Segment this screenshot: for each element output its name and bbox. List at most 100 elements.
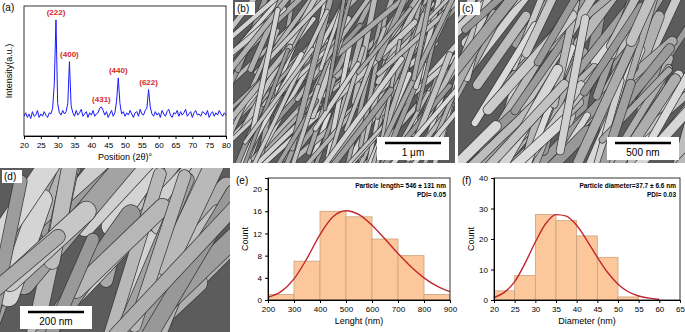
rod [475, 84, 564, 163]
x-tick-mark [535, 300, 536, 303]
x-tick-label: 45 [593, 305, 602, 314]
histogram-bar [294, 261, 320, 300]
plot-marks [494, 215, 659, 300]
x-tick: 65 [172, 136, 181, 150]
y-tick-label: 0 [484, 296, 489, 305]
x-tick: 70 [188, 136, 197, 150]
x-tick-label: 500 [340, 305, 354, 314]
rod-shadow [414, 0, 433, 79]
chart-panel: 20253035404550556065707580Position (2θ)°… [2, 2, 231, 162]
panel-label-bg [2, 170, 22, 183]
rod-shadow [458, 0, 538, 86]
x-tick-mark [450, 300, 451, 303]
y-axis-line [491, 179, 495, 301]
annotation: PDI= 0.03 [647, 191, 676, 198]
annotation: (622) [139, 78, 158, 87]
scale-bar [28, 311, 84, 314]
x-tick-label: 45 [104, 141, 113, 150]
x-tick: 30 [54, 136, 63, 150]
plot-frame [494, 178, 680, 300]
x-tick-label: 65 [172, 141, 181, 150]
x-tick-label: 20 [490, 305, 499, 314]
rod [325, 0, 351, 109]
micrograph-panel: (d)200 nm [0, 92, 279, 332]
x-tick-label: 900 [444, 305, 458, 314]
annotation: (431) [92, 95, 111, 104]
x-tick-mark [41, 136, 42, 139]
x-tick-mark [346, 300, 347, 303]
x-tick-label: 60 [155, 141, 164, 150]
y-tick-label: 8 [258, 252, 263, 261]
histogram-bar [515, 276, 536, 300]
x-axis-title: Lenght (nm) [335, 316, 384, 326]
x-tick: 35 [552, 300, 561, 314]
rod [382, 0, 455, 145]
scale-bar-bg [607, 137, 679, 160]
rod-shadow [251, 11, 327, 163]
x-tick-label: 40 [87, 141, 96, 150]
x-tick-mark [75, 136, 76, 139]
x-tick: 800 [418, 300, 432, 314]
y-tick: 4 [258, 274, 268, 283]
y-tick-label: 10 [479, 266, 488, 275]
x-tick: 20 [490, 300, 499, 314]
y-tick: 20 [479, 235, 494, 244]
x-tick-mark [159, 136, 160, 139]
x-tick: 40 [573, 300, 582, 314]
panel-label: (b) [237, 3, 249, 14]
histogram-bar [577, 236, 598, 300]
y-tick-label: 4 [258, 274, 263, 283]
x-tick: 25 [511, 300, 520, 314]
x-tick-label: 35 [71, 141, 80, 150]
x-tick-label: 700 [392, 305, 406, 314]
x-tick: 80 [222, 136, 231, 150]
x-tick-mark [424, 300, 425, 303]
x-tick-mark [680, 300, 681, 303]
x-tick-mark [192, 136, 193, 139]
x-tick-mark [515, 300, 516, 303]
micrograph-texture [0, 168, 230, 332]
x-axis: 20253035404550556065 [490, 300, 685, 314]
panel-label-bg [235, 2, 255, 15]
x-tick: 45 [593, 300, 602, 314]
x-tick-label: 30 [531, 305, 540, 314]
histogram-bar [597, 257, 618, 300]
x-tick-mark [577, 300, 578, 303]
panel-label: (c) [462, 3, 474, 14]
x-tick-label: 300 [288, 305, 302, 314]
x-tick: 50 [121, 136, 130, 150]
x-tick: 500 [340, 300, 354, 314]
scale-bar-bg [20, 306, 92, 329]
y-tick: 8 [258, 252, 268, 261]
x-tick-mark [58, 136, 59, 139]
rod [486, 70, 558, 163]
x-axis-line [269, 301, 451, 304]
x-tick-mark [108, 136, 109, 139]
x-axis-title: Diameter (nm) [558, 316, 616, 326]
annotation: Particle length= 546 ± 131 nm [355, 182, 446, 190]
y-tick: 40 [479, 174, 494, 183]
x-tick-mark [226, 136, 227, 139]
x-tick-label: 55 [138, 141, 147, 150]
plot-marks [24, 20, 226, 119]
y-tick-label: 20 [253, 185, 262, 194]
rod [358, 9, 410, 73]
y-tick: 20 [253, 185, 268, 194]
x-axis-line [495, 301, 681, 304]
y-axis-title: Count [240, 227, 250, 252]
y-axis-title: Count [466, 227, 476, 252]
x-tick-mark [372, 300, 373, 303]
histogram-bar [556, 221, 577, 300]
micrograph-panel: (b)1 μm [184, 0, 492, 242]
rod-shadow [382, 0, 455, 145]
y-tick-label: 16 [253, 207, 262, 216]
x-tick-label: 60 [655, 305, 664, 314]
y-axis-line [265, 179, 269, 301]
scale-bar-bg [377, 137, 449, 160]
rod [631, 0, 667, 41]
y-axis: 010203040 [479, 174, 494, 305]
rod-shadow [116, 194, 230, 332]
rod [245, 49, 312, 142]
x-tick-label: 200 [262, 305, 276, 314]
x-tick: 35 [71, 136, 80, 150]
